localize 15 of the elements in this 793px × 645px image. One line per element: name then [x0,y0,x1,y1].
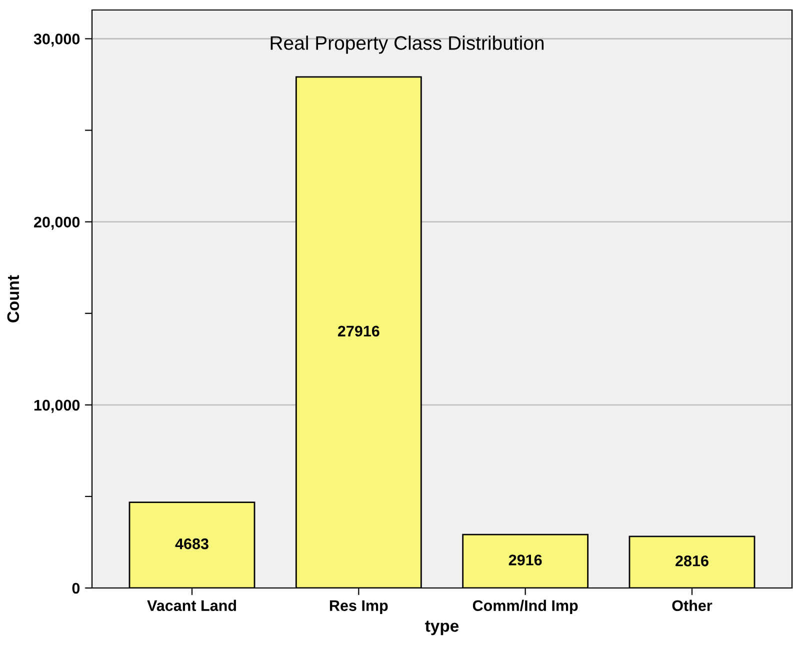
data-label: 2916 [508,554,542,566]
y-tick-label: 30,000 [34,34,80,47]
x-tick-label: Vacant Land [147,600,236,612]
data-label: 2816 [676,556,708,566]
y-tick-label: 0 [72,582,80,594]
y-tick-label: 20,000 [34,216,80,230]
text: Real Property Class Distribution [270,36,544,54]
x-tick-label: Res Imp [330,600,388,614]
x-axis-title: type [425,620,459,636]
x-tick-label: Other [672,600,712,612]
x-tick-label: Comm/Ind Imp [472,600,578,614]
y-axis-title: Count [7,275,20,322]
y-tick-label: 10,000 [34,400,80,413]
data-label: 27916 [338,326,380,337]
data-label: 4683 [175,538,208,550]
